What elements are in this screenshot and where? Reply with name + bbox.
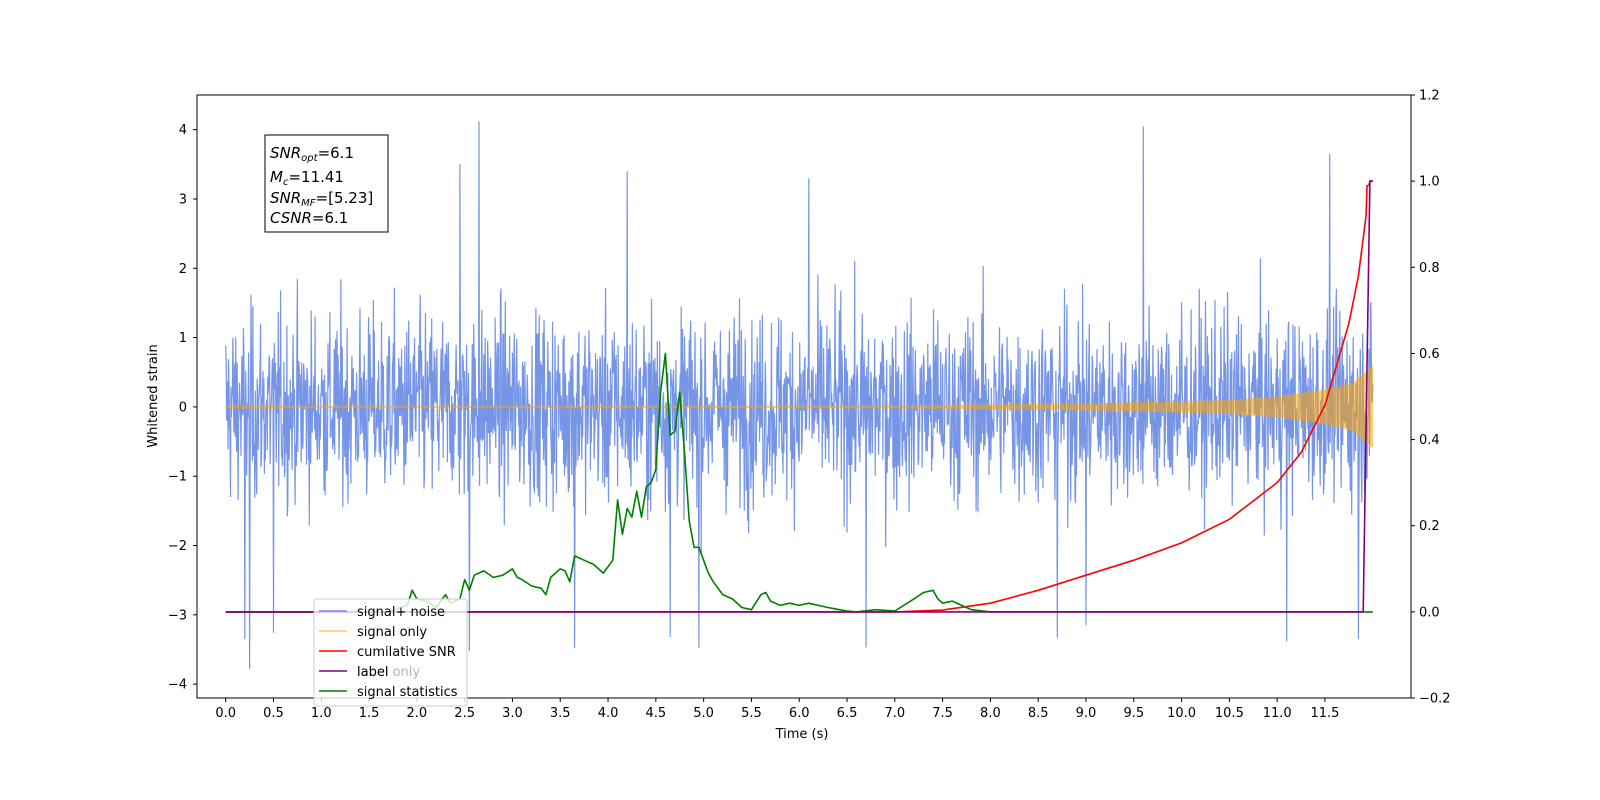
y-right-tick-label: 1.2 xyxy=(1419,89,1440,104)
x-tick-label: 11.0 xyxy=(1263,706,1292,721)
x-tick-label: 0.5 xyxy=(263,706,284,721)
x-tick-label: 8.0 xyxy=(980,706,1001,721)
x-tick-label: 3.5 xyxy=(550,706,571,721)
x-tick-label: 6.5 xyxy=(837,706,858,721)
legend-label-signal-only: signal only xyxy=(357,625,427,640)
y-right-tick-label: 1.0 xyxy=(1419,175,1440,190)
y-left-tick-label: 3 xyxy=(179,192,187,207)
annotation-snr-opt: SNRopt=6.1 xyxy=(270,144,354,164)
annotation-mc: Mc=11.41 xyxy=(270,168,344,188)
y-right-tick-label: 0.8 xyxy=(1419,261,1440,276)
series-layer xyxy=(225,121,1374,669)
y-left-tick-label: −3 xyxy=(168,608,187,623)
y-left-tick-label: 2 xyxy=(179,262,187,277)
annotation-box-frame xyxy=(264,134,389,233)
x-tick-label: 2.5 xyxy=(454,706,475,721)
series-signal-noise xyxy=(225,121,1374,669)
annotation-snr-mf: SNRMF=[5.23] xyxy=(270,189,373,209)
y-right-tick-label: −0.2 xyxy=(1419,692,1451,707)
x-tick-label: 9.0 xyxy=(1076,706,1097,721)
x-tick-label: 5.0 xyxy=(693,706,714,721)
annotation-box: SNRopt=6.1 Mc=11.41 SNRMF=[5.23] CSNR=6.… xyxy=(264,134,389,233)
legend-label-signal-statistics: signal statistics xyxy=(357,685,458,700)
legend-frame xyxy=(313,598,468,707)
y-right-tick-label: 0.2 xyxy=(1419,519,1440,534)
y-right-tick-label: 0.6 xyxy=(1419,347,1440,362)
plot-frame xyxy=(196,94,1412,699)
y-left-tick-label: −2 xyxy=(168,539,187,554)
y-axis-left-ticks: −4 −3 −2 −1 0 1 2 3 4 xyxy=(168,123,197,693)
x-tick-label: 6.0 xyxy=(789,706,810,721)
x-tick-label: 3.0 xyxy=(502,706,523,721)
y-right-tick-label: 0.4 xyxy=(1419,433,1440,448)
x-tick-label: 8.5 xyxy=(1028,706,1049,721)
x-tick-label: 5.5 xyxy=(741,706,762,721)
legend-label-cumulative-snr: cumilative SNR xyxy=(357,645,456,660)
y-axis-label-left: Whitened strain xyxy=(146,344,161,447)
legend-label-label-only: label only xyxy=(357,665,420,680)
x-tick-label: 0.0 xyxy=(215,706,236,721)
x-tick-label: 2.0 xyxy=(407,706,428,721)
y-left-tick-label: −1 xyxy=(168,470,187,485)
y-left-tick-label: 0 xyxy=(179,400,187,415)
annotation-csnr: CSNR=6.1 xyxy=(270,209,348,227)
legend-label-label: label xyxy=(357,665,388,680)
x-tick-label: 7.5 xyxy=(932,706,953,721)
x-axis-label: Time (s) xyxy=(775,727,829,742)
y-axis-right-ticks: −0.2 0.0 0.2 0.4 0.6 0.8 1.0 1.2 xyxy=(1411,89,1451,707)
x-tick-label: 4.5 xyxy=(645,706,666,721)
y-right-tick-label: 0.0 xyxy=(1419,605,1440,620)
series-label xyxy=(225,180,1373,613)
x-tick-label: 7.0 xyxy=(884,706,905,721)
series-cumulative-snr xyxy=(225,180,1373,613)
x-tick-label: 10.5 xyxy=(1215,706,1244,721)
x-tick-label: 9.5 xyxy=(1123,706,1144,721)
legend: signal+ noise signal only cumilative SNR… xyxy=(313,598,468,707)
x-tick-label: 10.0 xyxy=(1167,706,1196,721)
x-axis-ticks: 0.0 0.5 1.0 1.5 2.0 2.5 3.0 3.5 4.0 4.5 5.0 5.5 6.0 6… xyxy=(215,698,1339,721)
y-left-tick-label: −4 xyxy=(168,678,187,693)
x-tick-label: 11.5 xyxy=(1310,706,1339,721)
x-tick-label: 1.5 xyxy=(359,706,380,721)
series-signal-only xyxy=(225,365,1374,449)
x-tick-label: 4.0 xyxy=(598,706,619,721)
y-left-tick-label: 4 xyxy=(179,123,187,138)
x-tick-label: 1.0 xyxy=(311,706,332,721)
y-left-tick-label: 1 xyxy=(179,331,187,346)
legend-label-signal-noise: signal+ noise xyxy=(357,605,445,620)
